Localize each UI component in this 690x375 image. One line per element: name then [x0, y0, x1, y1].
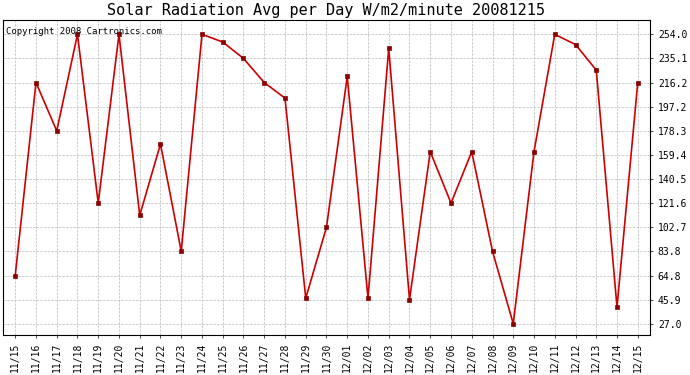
Title: Solar Radiation Avg per Day W/m2/minute 20081215: Solar Radiation Avg per Day W/m2/minute … [108, 3, 546, 18]
Text: Copyright 2008 Cartronics.com: Copyright 2008 Cartronics.com [6, 27, 162, 36]
